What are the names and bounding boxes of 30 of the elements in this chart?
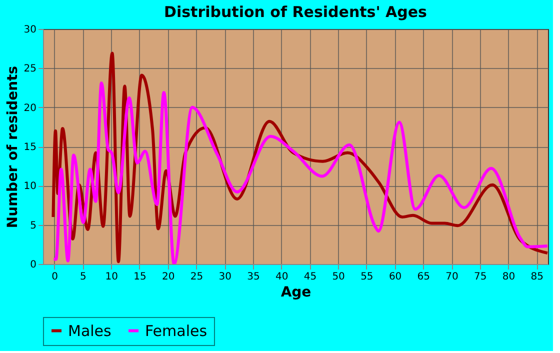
x-axis-title: Age [280,284,312,300]
x-tick-label: 80 [502,272,516,282]
y-tick-label: 20 [24,102,36,114]
x-tick-label: 65 [417,272,430,282]
chart-title: Distribution of Residents' Ages [164,3,428,21]
x-tick-label: 20 [162,272,175,282]
x-tick-label: 50 [332,272,345,282]
legend-label: Males [68,322,112,340]
x-tick-label: 10 [105,272,118,282]
x-tick-label: 35 [247,272,260,282]
y-tick-label: 10 [24,181,36,192]
y-tick-label: 5 [30,220,36,232]
x-tick-label: 40 [275,272,288,282]
x-tick-label: 0 [52,272,58,282]
y-axis-title: Number of residents [4,66,21,228]
x-tick-label: 45 [304,272,317,282]
x-tick-label: 70 [446,272,458,282]
x-tick-label: 25 [190,272,204,282]
y-tick-label: 30 [24,24,36,36]
x-tick-label: 55 [360,272,374,282]
x-tick-label: 5 [80,272,86,282]
legend-label: Females [145,322,208,340]
y-tick-label: 0 [30,260,36,270]
x-tick-label: 85 [530,272,544,282]
x-tick-label: 30 [218,272,232,282]
y-tick-label: 15 [24,142,36,153]
x-tick-label: 75 [474,272,487,282]
x-tick-label: 15 [134,272,146,282]
x-tick-label: 60 [388,272,402,282]
y-tick-label: 25 [24,64,36,75]
